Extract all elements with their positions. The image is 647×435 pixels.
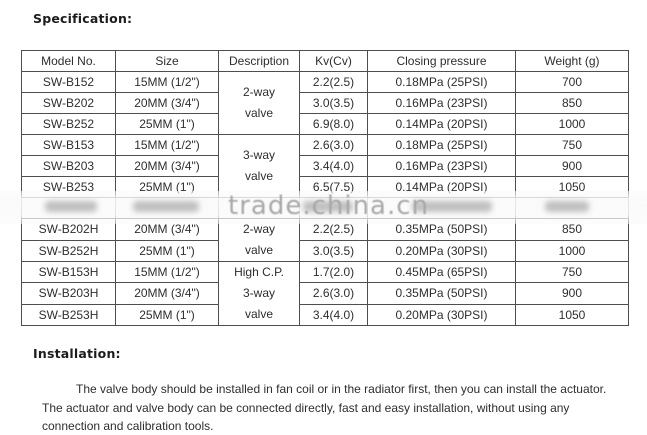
cell-model: SW-B203H [21,282,116,305]
description-line: 3-way [242,286,275,300]
watermark-text: trade.china.cn [228,191,430,221]
cell-size: 20MM (3/4") [115,155,219,177]
table-row: SW-B202 20MM (3/4") 3.0(3.5) 0.16MPa (23… [21,92,629,114]
cell-size: 25MM (1") [115,303,219,327]
cell-kv: 1.7(2.0) [299,260,368,284]
blurred-text-blob [303,201,353,212]
blurred-text-blob [45,201,97,212]
installation-heading: Installation: [33,346,121,361]
table-row: SW-B153 15MM (1/2") 3-way valve 2.6(3.0)… [21,134,629,198]
table-header-row: Model No. Size Description Kv(Cv) Closin… [21,50,629,72]
table-row: SW-B203 20MM (3/4") 3.4(4.0) 0.16MPa (23… [21,155,629,177]
table-row: SW-B203H 20MM (3/4") 2.6(3.0) 0.35MPa (5… [21,282,629,305]
cell-pressure: 0.20MPa (30PSI) [367,303,516,327]
cell-size: 25MM (1") [115,239,219,262]
cell-weight: 1050 [515,303,629,327]
cell-kv: 2.2(2.5) [299,71,368,93]
cell-pressure: 0.18MPa (25PSI) [367,71,516,93]
paragraph-line: connection and calibration tools. [42,419,214,433]
table-row: SW-B253H 25MM (1") 3.4(4.0) 0.20MPa (30P… [21,303,629,327]
cell-pressure: 0.16MPa (23PSI) [367,92,516,114]
cell-model: SW-B152 [21,71,116,93]
cell-description-group-2way: 2-way valve [218,71,300,135]
blurred-text-blob [133,201,199,212]
description-line: 2-way [242,85,275,99]
col-header-description: Description [218,50,300,72]
cell-kv: 3.0(3.5) [299,92,368,114]
cell-model: SW-B202 [21,92,116,114]
cell-pressure: 0.14MPa (20PSI) [367,113,516,135]
cell-pressure: 0.18MPa (25PSI) [367,134,516,156]
col-header-kv-cv: Kv(Cv) [299,50,368,72]
cell-weight: 1000 [515,239,629,262]
cell-description-group-2way-h: 2-way valve [218,218,300,262]
cell-kv: 2.6(3.0) [299,134,368,156]
cell-kv: 3.4(4.0) [299,303,368,327]
cell-kv: 3.0(3.5) [299,239,368,262]
cell-weight: 900 [515,155,629,177]
col-header-closing-pressure: Closing pressure [367,50,516,72]
specification-table: Model No. Size Description Kv(Cv) Closin… [21,50,629,327]
cell-pressure: 0.45MPa (65PSI) [367,260,516,284]
cell-model: SW-B252 [21,113,116,135]
col-header-model-no: Model No. [21,50,116,72]
col-header-size: Size [115,50,219,72]
table-row: SW-B252 25MM (1") 6.9(8.0) 0.14MPa (20PS… [21,113,629,135]
cell-weight: 750 [515,260,629,284]
cell-weight: 900 [515,282,629,305]
description-line: valve [244,106,273,120]
description-line: 3-way [242,148,275,162]
cell-size: 15MM (1/2") [115,260,219,284]
cell-size: 20MM (3/4") [115,92,219,114]
cell-size: 15MM (1/2") [115,71,219,93]
table-row: SW-B152 15MM (1/2") 2-way valve 2.2(2.5)… [21,71,629,135]
blurred-text-blob [545,201,589,212]
cell-model: SW-B153 [21,134,116,156]
cell-weight: 750 [515,134,629,156]
paragraph-line: The valve body should be installed in fa… [76,382,607,396]
cell-kv: 6.9(8.0) [299,113,368,135]
cell-description-group-high-cp: High C.P. 3-way valve [218,261,300,326]
cell-size: 20MM (3/4") [115,282,219,305]
watermark-band: trade.china.cn [0,191,647,224]
cell-pressure: 0.35MPa (50PSI) [367,282,516,305]
cell-pressure: 0.20MPa (30PSI) [367,239,516,262]
cell-size: 15MM (1/2") [115,134,219,156]
table-row: SW-B153H 15MM (1/2") High C.P. 3-way val… [21,260,629,326]
specification-heading: Specification: [33,11,133,26]
cell-pressure: 0.16MPa (23PSI) [367,155,516,177]
cell-weight: 700 [515,71,629,93]
cell-weight: 850 [515,92,629,114]
cell-kv: 3.4(4.0) [299,155,368,177]
cell-model: SW-B203 [21,155,116,177]
description-line: valve [244,169,273,183]
cell-model: SW-B253H [21,303,116,327]
table-row: SW-B252H 25MM (1") 3.0(3.5) 0.20MPa (30P… [21,239,629,262]
cell-size: 25MM (1") [115,113,219,135]
cell-description-group-3way: 3-way valve [218,134,300,198]
cell-model: SW-B252H [21,239,116,262]
description-line: 2-way [242,222,275,236]
cell-kv: 2.6(3.0) [299,282,368,305]
installation-paragraph: The valve body should be installed in fa… [42,380,642,435]
description-line: valve [244,307,273,321]
description-line: valve [244,243,273,257]
description-line: High C.P. [234,265,284,279]
paragraph-line: The actuator and valve body can be conne… [42,400,570,415]
cell-model: SW-B153H [21,260,116,284]
col-header-weight: Weight (g) [515,50,629,72]
blurred-text-blob [412,201,492,212]
cell-weight: 1000 [515,113,629,135]
